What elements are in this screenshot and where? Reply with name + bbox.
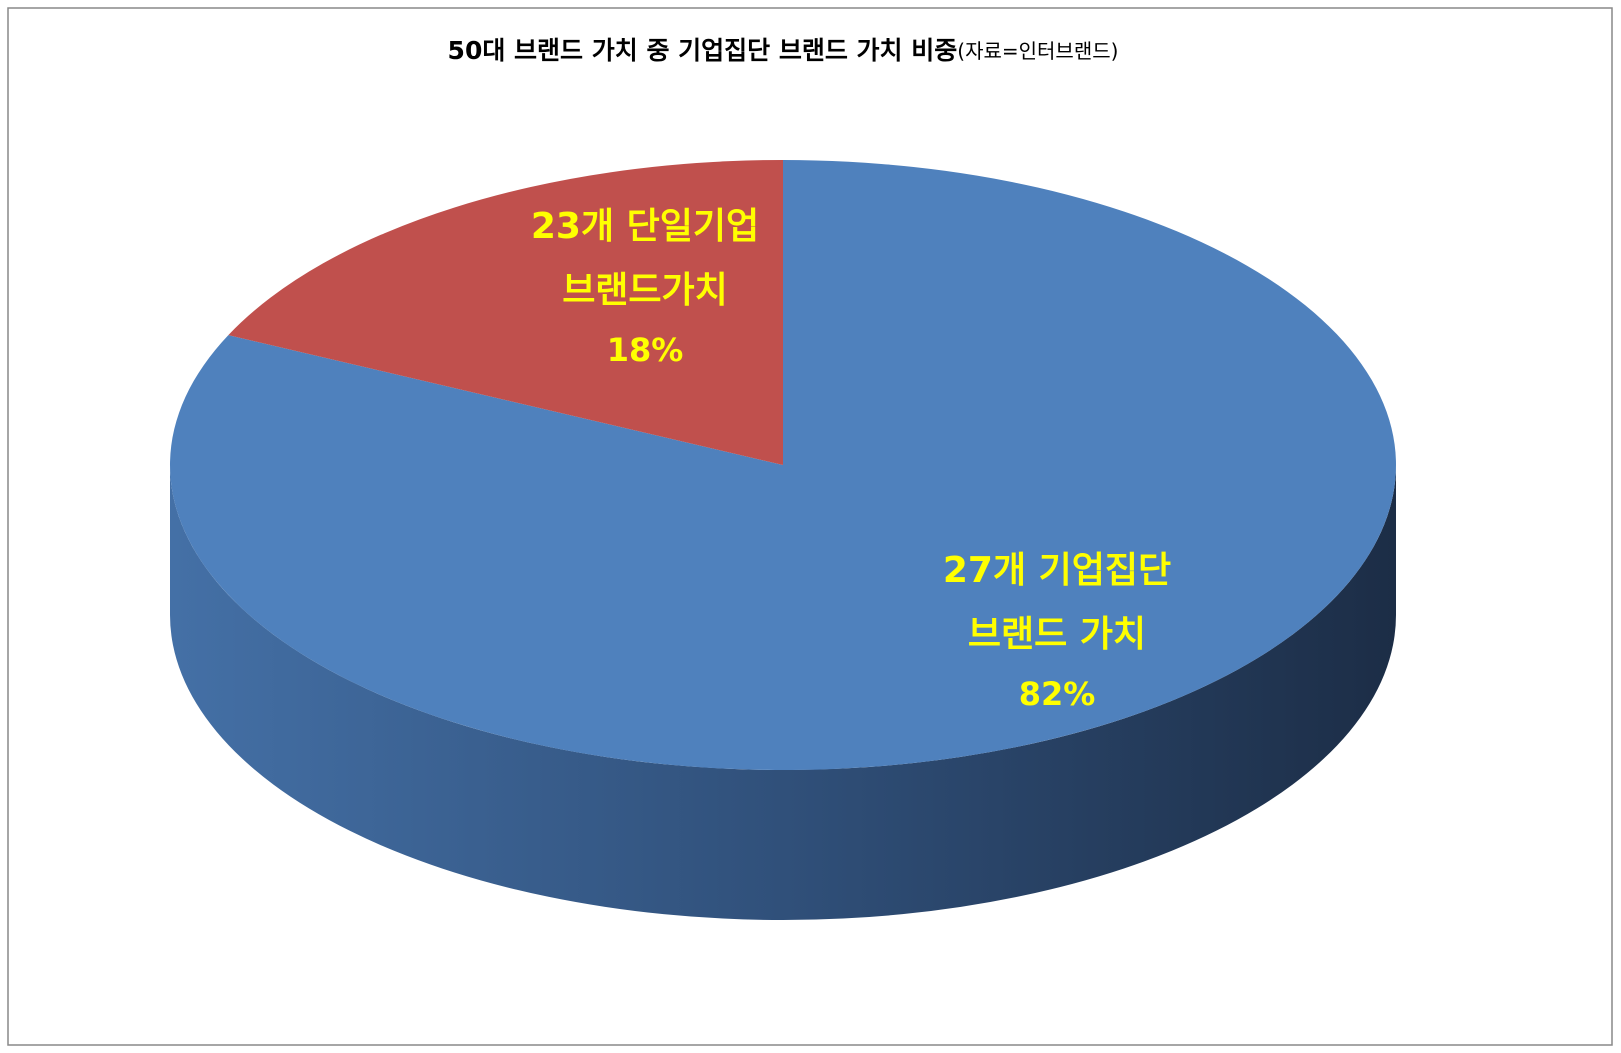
slice-label: 23개 단일기업: [531, 206, 759, 247]
slice-label: 브랜드 가치: [968, 614, 1146, 655]
pie-side: [170, 465, 1396, 920]
value-label: 18%: [607, 331, 684, 369]
pie-slice: [169, 160, 1396, 770]
value-label: 82%: [1019, 675, 1096, 713]
chart-title: 50대 브랜드 가치 중 기업집단 브랜드 가치 비중(자료=인터브랜드): [448, 36, 1119, 65]
title-text: 50대 브랜드 가치 중 기업집단 브랜드 가치 비중: [448, 36, 958, 65]
slice-label: 브랜드가치: [562, 270, 728, 311]
slice-label: 27개 기업집단: [943, 550, 1171, 591]
pie-slice: [228, 159, 784, 465]
source-text: (자료=인터브랜드): [957, 39, 1118, 63]
